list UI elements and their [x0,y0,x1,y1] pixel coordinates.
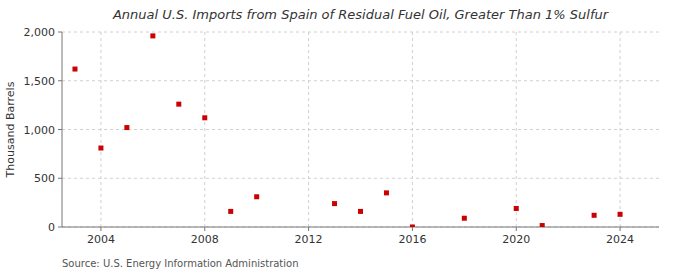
y-tick-label: 1,500 [24,75,56,88]
x-tick [204,227,205,231]
point [514,206,519,211]
point [254,194,259,199]
x-grid-line [308,32,309,227]
point [332,201,337,206]
point [618,212,623,217]
point [202,115,207,120]
source-note: Source: U.S. Energy Information Administ… [62,258,299,269]
point [72,67,77,72]
y-tick [58,80,62,81]
x-tick-label: 2004 [87,233,115,246]
y-tick-label: 1,000 [24,124,56,137]
y-tick-label: 500 [34,172,55,185]
axes: 2004 2008 2012 2016 2020 2024 0 500 1,000 1,500 2,… [24,26,660,246]
chart-svg: 2004 2008 2012 2016 2020 2024 0 500 1,000 1,500 2,… [0,0,675,275]
y-grid-line [62,227,659,228]
x-tick [412,227,413,231]
y-tick-label: 2,000 [24,26,56,39]
y-axis-label: Thousand Barrels [4,81,17,178]
x-grid-line [516,32,517,227]
x-axis-line [62,227,659,228]
point [98,146,103,151]
point [124,125,129,130]
y-grid-line [62,32,659,33]
x-tick-label: 2016 [398,233,426,246]
y-grid-line [62,80,659,81]
point [410,225,415,228]
point [176,102,181,107]
y-tick [58,178,62,179]
point [150,33,155,38]
y-grid-line [62,178,659,179]
x-grid-line [620,32,621,227]
x-grid-line [100,32,101,227]
point [592,213,597,218]
x-tick-label: 2012 [295,233,323,246]
y-tick-label: 0 [48,221,55,234]
point [358,209,363,214]
x-grid-line [204,32,205,227]
point [462,216,467,221]
x-tick [100,227,101,231]
point [228,209,233,214]
y-grid-line [62,129,659,130]
point [384,190,389,195]
x-tick-label: 2008 [191,233,219,246]
title: Annual U.S. Imports from Spain of Residu… [112,7,610,22]
chart-container: 2004 2008 2012 2016 2020 2024 0 500 1,000 1,500 2,… [0,0,675,275]
point [540,223,545,227]
grid [62,32,659,227]
y-tick [58,129,62,130]
x-tick-label: 2024 [606,233,634,246]
x-tick [516,227,517,231]
y-tick [58,32,62,33]
x-tick [620,227,621,231]
x-tick [308,227,309,231]
y-tick [58,227,62,228]
x-grid-line [412,32,413,227]
points [72,33,622,227]
x-tick-label: 2020 [502,233,530,246]
